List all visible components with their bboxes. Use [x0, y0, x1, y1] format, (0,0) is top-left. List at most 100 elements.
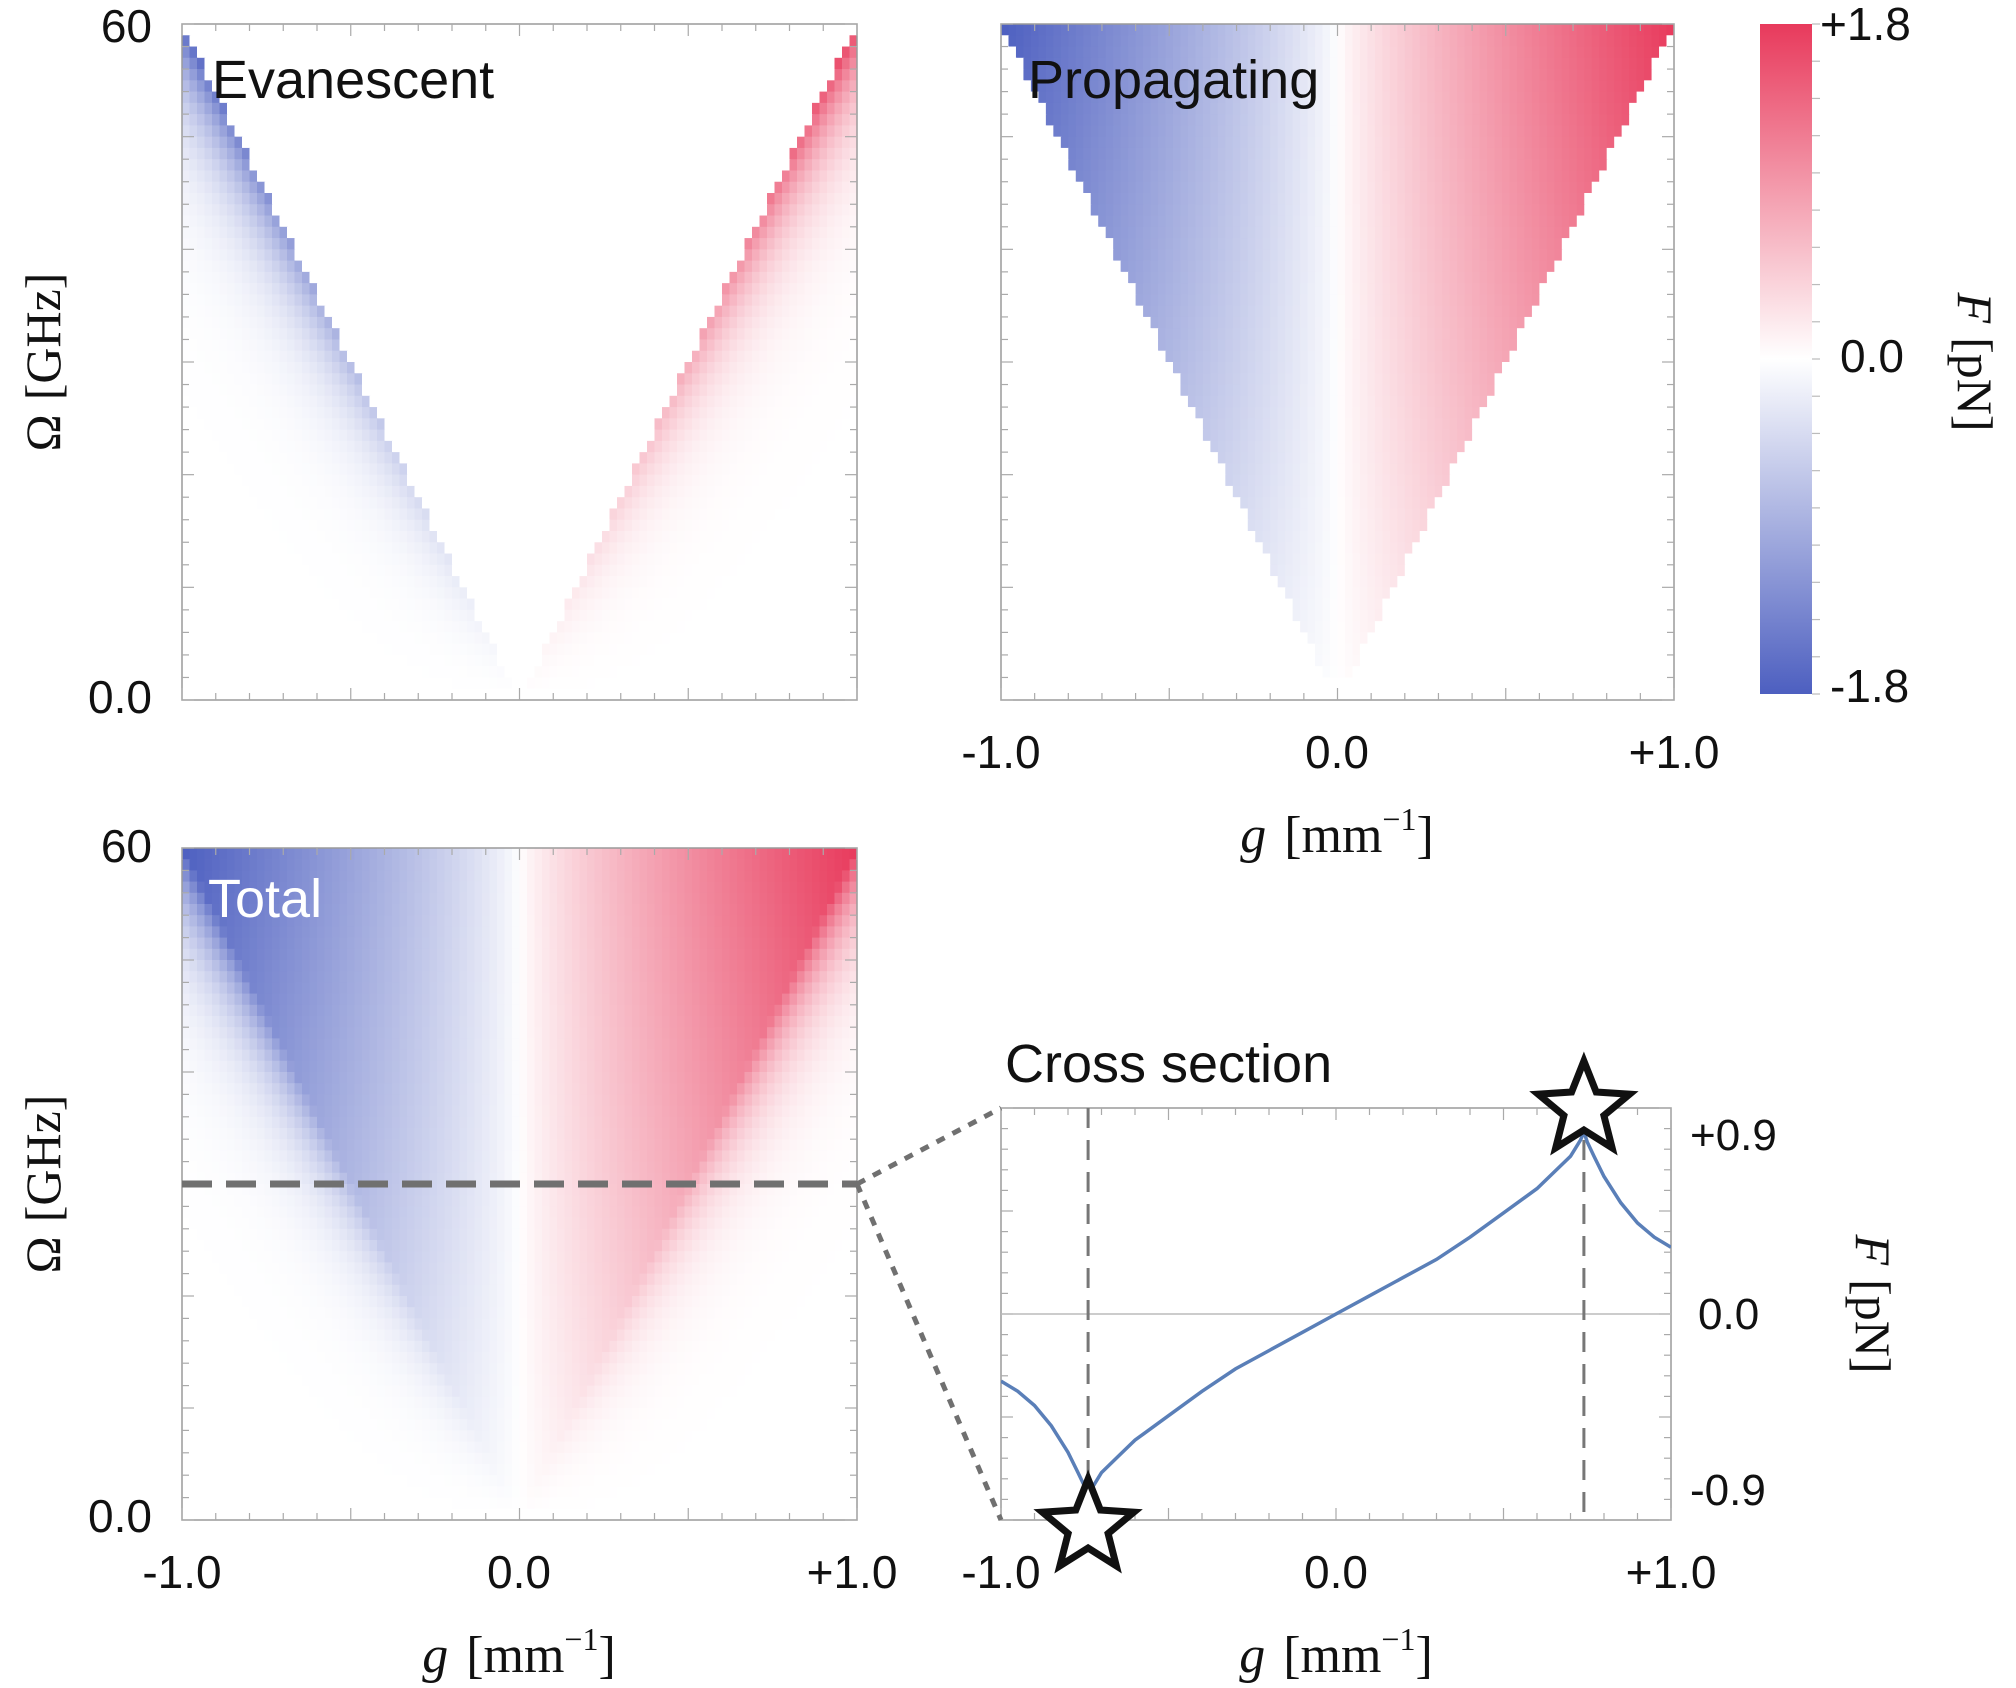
evanescent-cell	[549, 249, 558, 262]
evanescent-cell	[482, 440, 491, 453]
evanescent-cell	[827, 193, 836, 206]
evanescent-cell	[699, 46, 708, 59]
evanescent-cell	[294, 80, 303, 93]
evanescent-cell	[617, 125, 626, 138]
evanescent-cell	[242, 632, 251, 645]
evanescent-cell	[662, 474, 671, 487]
evanescent-cell	[699, 350, 708, 363]
evanescent-cell	[302, 271, 311, 284]
evanescent-cell	[414, 35, 423, 48]
evanescent-cell	[422, 328, 431, 341]
evanescent-cell	[737, 553, 746, 566]
evanescent-cell	[452, 609, 461, 622]
evanescent-cell	[489, 102, 498, 115]
evanescent-cell	[384, 519, 393, 532]
evanescent-cell	[534, 418, 543, 431]
evanescent-cell	[572, 238, 581, 251]
evanescent-cell	[362, 215, 371, 228]
evanescent-cell	[654, 373, 663, 386]
evanescent-cell	[422, 429, 431, 442]
evanescent-cell	[489, 474, 498, 487]
evanescent-cell	[272, 384, 281, 397]
evanescent-cell	[849, 452, 857, 465]
evanescent-cell	[707, 102, 716, 115]
evanescent-cell	[497, 114, 506, 127]
evanescent-cell	[414, 474, 423, 487]
evanescent-cell	[842, 328, 851, 341]
evanescent-cell	[249, 463, 258, 476]
evanescent-cell	[707, 193, 716, 206]
evanescent-cell	[609, 531, 618, 544]
evanescent-cell	[587, 440, 596, 453]
evanescent-cell	[849, 621, 857, 634]
evanescent-cell	[759, 542, 768, 555]
evanescent-cell	[639, 102, 648, 115]
evanescent-cell	[354, 170, 363, 183]
evanescent-cell	[827, 339, 836, 352]
evanescent-cell	[459, 159, 468, 172]
evanescent-cell	[242, 260, 251, 273]
evanescent-cell	[609, 170, 618, 183]
evanescent-cell	[482, 136, 491, 149]
evanescent-cell	[587, 452, 596, 465]
evanescent-cell	[264, 576, 273, 589]
evanescent-cell	[189, 69, 198, 82]
evanescent-cell	[309, 238, 318, 251]
evanescent-cell	[827, 621, 836, 634]
evanescent-cell	[564, 46, 573, 59]
evanescent-cell	[542, 463, 551, 476]
evanescent-cell	[504, 531, 513, 544]
evanescent-cell	[587, 271, 596, 284]
evanescent-cell	[782, 114, 791, 127]
evanescent-cell	[639, 474, 648, 487]
evanescent-cell	[849, 35, 857, 48]
evanescent-cell	[489, 46, 498, 59]
evanescent-cell	[774, 159, 783, 172]
evanescent-cell	[842, 238, 851, 251]
evanescent-cell	[782, 576, 791, 589]
evanescent-cell	[482, 429, 491, 442]
evanescent-cell	[497, 215, 506, 228]
evanescent-cell	[459, 542, 468, 555]
evanescent-cell	[377, 328, 386, 341]
evanescent-cell	[549, 204, 558, 217]
evanescent-cell	[452, 136, 461, 149]
evanescent-cell	[617, 102, 626, 115]
evanescent-cell	[519, 350, 528, 363]
evanescent-cell	[564, 283, 573, 296]
evanescent-cell	[527, 35, 536, 48]
evanescent-cell	[452, 24, 461, 37]
evanescent-cell	[542, 395, 551, 408]
evanescent-cell	[834, 35, 843, 48]
evanescent-cell	[249, 271, 258, 284]
evanescent-cell	[377, 587, 386, 600]
evanescent-cell	[602, 463, 611, 476]
evanescent-cell	[677, 542, 686, 555]
evanescent-cell	[729, 260, 738, 273]
evanescent-cell	[324, 429, 333, 442]
evanescent-cell	[264, 24, 273, 37]
evanescent-cell	[384, 497, 393, 510]
evanescent-cell	[182, 204, 191, 217]
evanescent-cell	[204, 350, 213, 363]
evanescent-cell	[227, 463, 236, 476]
evanescent-cell	[234, 564, 243, 577]
evanescent-cell	[317, 497, 326, 510]
evanescent-cell	[534, 170, 543, 183]
evanescent-cell	[234, 35, 243, 48]
evanescent-cell	[249, 35, 258, 48]
evanescent-cell	[444, 57, 453, 70]
evanescent-cell	[797, 170, 806, 183]
evanescent-cell	[737, 519, 746, 532]
evanescent-cell	[332, 373, 341, 386]
evanescent-cell	[752, 587, 761, 600]
evanescent-cell	[842, 497, 851, 510]
evanescent-cell	[467, 260, 476, 273]
evanescent-cell	[257, 114, 266, 127]
evanescent-cell	[354, 339, 363, 352]
evanescent-cell	[624, 91, 633, 104]
evanescent-cell	[407, 508, 416, 521]
evanescent-cell	[347, 136, 356, 149]
evanescent-cell	[662, 159, 671, 172]
evanescent-cell	[707, 407, 716, 420]
